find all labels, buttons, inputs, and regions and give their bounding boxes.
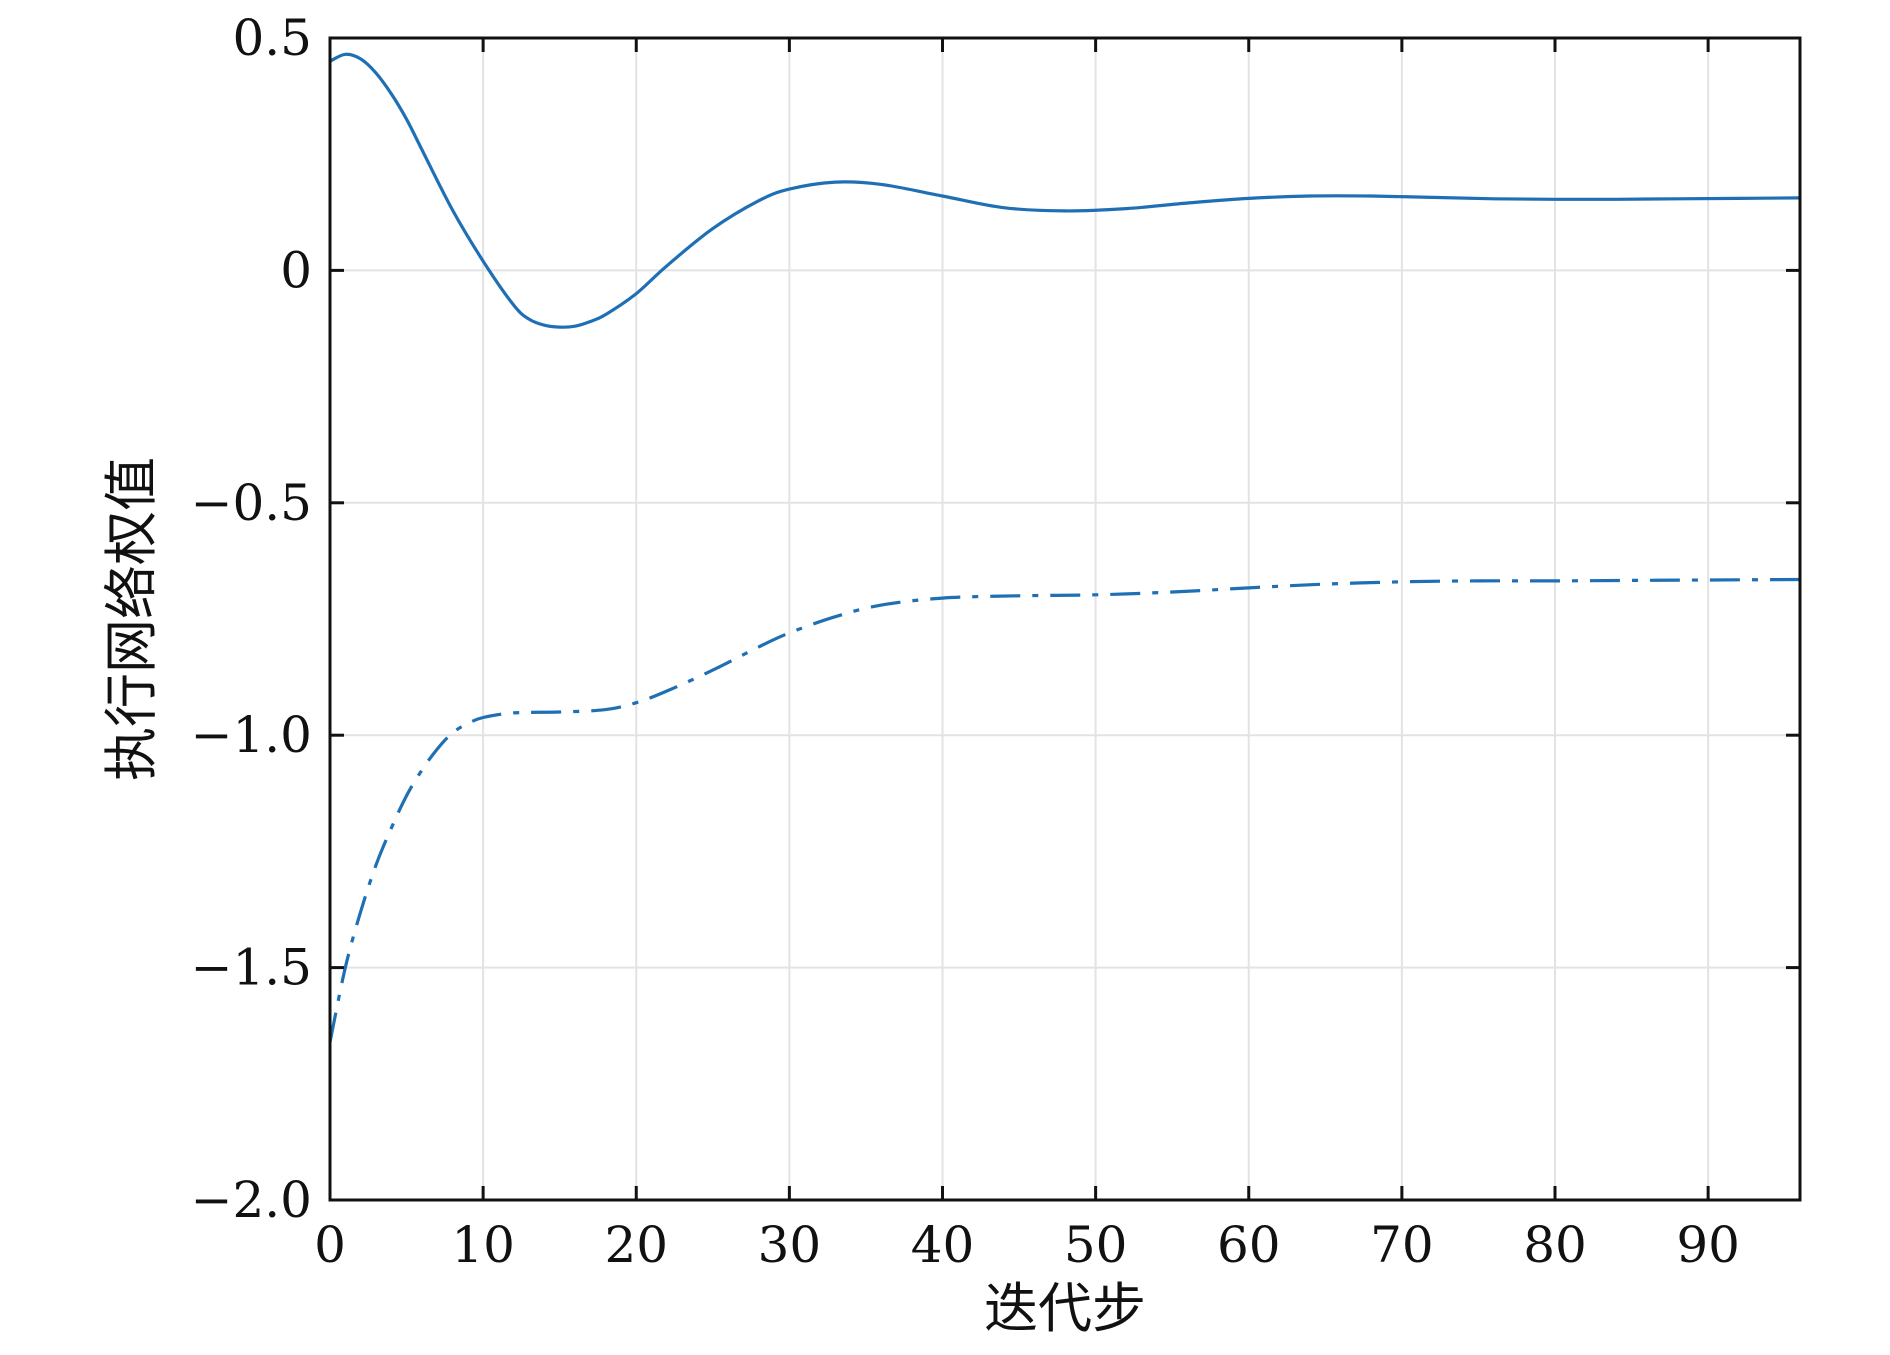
y-axis-label: 执行网络权值 — [100, 457, 163, 781]
x-tick-label: 90 — [1676, 1216, 1740, 1274]
plot-frame — [328, 36, 1802, 1202]
x-axis-label: 迭代步 — [984, 1277, 1146, 1340]
series-line-solid — [329, 52, 1801, 329]
x-tick-label: 50 — [1064, 1216, 1128, 1274]
y-tick-label: 0.5 — [232, 9, 312, 67]
grid-lines — [330, 38, 1800, 1200]
x-tick-labels: 0 10 20 30 40 50 60 70 80 90 — [314, 1216, 1740, 1274]
y-tick-label: −1.5 — [191, 939, 312, 997]
x-tick-label: 20 — [604, 1216, 668, 1274]
x-tick-label: 70 — [1370, 1216, 1434, 1274]
y-tick-label: −1.0 — [191, 706, 312, 764]
x-tick-label: 60 — [1217, 1216, 1281, 1274]
x-tick-label: 30 — [758, 1216, 822, 1274]
series-line-dashdot — [328, 577, 1801, 1043]
x-tick-label: 80 — [1523, 1216, 1587, 1274]
y-tick-labels: 0.5 0 −0.5 −1.0 −1.5 −2.0 — [191, 9, 312, 1229]
axis-ticks — [328, 36, 1800, 1202]
x-tick-label: 10 — [451, 1216, 515, 1274]
y-tick-label: −2.0 — [191, 1171, 312, 1229]
series-lines — [328, 52, 1801, 1043]
x-tick-label: 0 — [314, 1216, 346, 1274]
x-tick-label: 40 — [911, 1216, 975, 1274]
y-tick-label: −0.5 — [191, 474, 312, 532]
y-tick-label: 0 — [280, 241, 312, 299]
